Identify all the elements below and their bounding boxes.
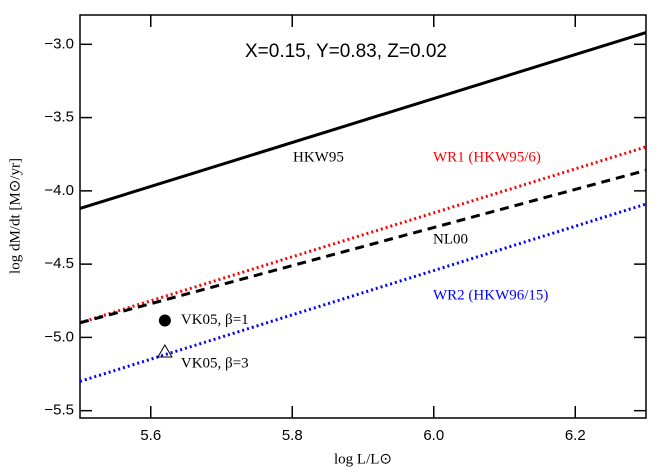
point-label: VK05, β=3 (181, 355, 249, 371)
x-axis-label: log L/L⊙ (334, 451, 392, 467)
y-tick-label: −3.5 (44, 109, 74, 126)
line-label: WR1 (HKW95/6) (433, 149, 541, 165)
point (157, 344, 173, 358)
plot-frame (79, 14, 647, 419)
x-tick-label: 6.2 (565, 427, 586, 444)
y-tick-label: −5.0 (44, 328, 74, 345)
line (79, 202, 647, 383)
annotation: X=0.15, Y=0.83, Z=0.02 (245, 41, 447, 62)
y-tick-label: −4.0 (44, 182, 74, 199)
point-label: VK05, β=1 (181, 312, 249, 328)
line-label: WR2 (HKW96/15) (433, 287, 548, 303)
line (79, 31, 647, 210)
line (79, 145, 647, 325)
y-axis-label: log dM/dt [M⊙/yr] (7, 158, 23, 274)
x-tick-label: 5.8 (282, 427, 303, 444)
x-tick-label: 5.6 (140, 427, 161, 444)
line-label: NL00 (433, 231, 468, 247)
line-label: HKW95 (293, 149, 344, 165)
y-tick-label: −3.0 (44, 35, 74, 52)
y-tick-label: −5.5 (44, 402, 74, 419)
line (79, 168, 647, 325)
y-tick-label: −4.5 (44, 255, 74, 272)
x-tick-label: 6.0 (423, 427, 444, 444)
point (158, 314, 171, 327)
